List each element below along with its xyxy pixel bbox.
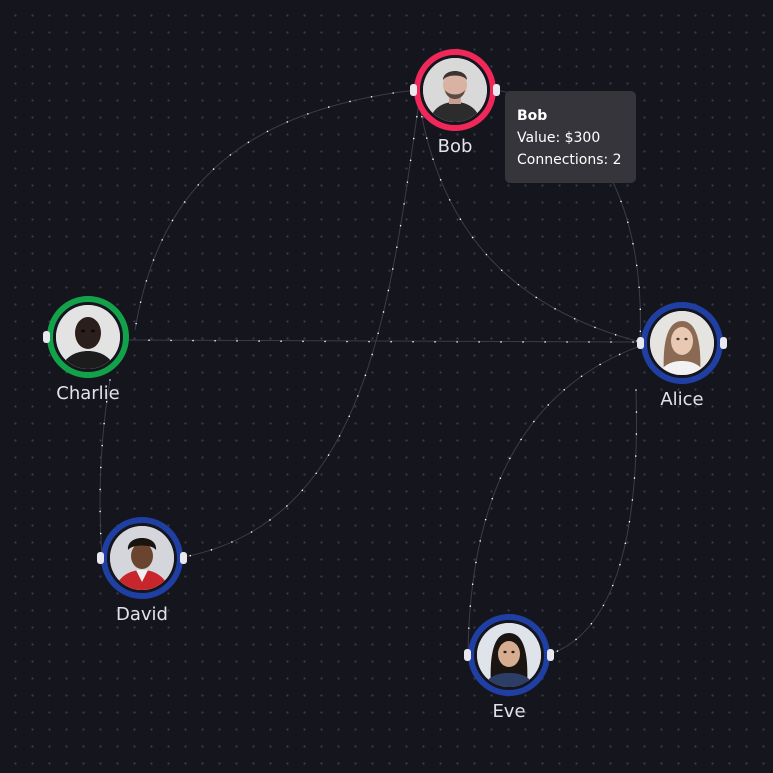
connector-handle-left[interactable] <box>637 337 644 349</box>
edge-alice-eve-right[interactable] <box>549 389 638 655</box>
david-avatar-icon <box>110 526 174 590</box>
charlie-avatar-icon <box>56 305 120 369</box>
connector-handle-left[interactable] <box>43 331 50 343</box>
node-label: David <box>116 604 168 625</box>
bob-avatar-icon <box>423 58 487 122</box>
node-label: Eve <box>492 701 526 722</box>
connector-handle-right[interactable] <box>547 649 554 661</box>
connector-handle-left[interactable] <box>410 84 417 96</box>
alice-avatar-icon <box>650 311 714 375</box>
connector-handle-right[interactable] <box>180 552 187 564</box>
edge-bob-alice-lower[interactable] <box>417 94 641 343</box>
edge-charlie-alice[interactable] <box>126 339 641 343</box>
connector-handle-right[interactable] <box>493 84 500 96</box>
connector-handle-left[interactable] <box>97 552 104 564</box>
node-label: Bob <box>437 136 473 157</box>
node-label: Alice <box>660 389 704 410</box>
node-charlie[interactable]: Charlie <box>43 296 129 404</box>
node-tooltip: Bob Value: $300 Connections: 2 <box>505 91 636 183</box>
node-eve[interactable]: Eve <box>464 614 554 722</box>
edge-bob-david[interactable] <box>183 94 421 558</box>
tooltip-connections: Connections: 2 <box>517 152 622 168</box>
node-bob[interactable]: Bob <box>410 49 500 157</box>
node-alice[interactable]: Alice <box>637 302 727 410</box>
connector-handle-right[interactable] <box>720 337 727 349</box>
edge-charlie-david[interactable] <box>99 379 111 558</box>
node-label: Charlie <box>56 383 120 404</box>
connector-handle-left[interactable] <box>464 649 471 661</box>
eve-avatar-icon <box>477 623 541 687</box>
tooltip-title: Bob <box>517 108 548 124</box>
edge-bob-charlie[interactable] <box>134 89 416 331</box>
node-david[interactable]: David <box>97 517 187 625</box>
edge-alice-eve-left[interactable] <box>467 345 641 655</box>
tooltip-value: Value: $300 <box>517 130 601 146</box>
